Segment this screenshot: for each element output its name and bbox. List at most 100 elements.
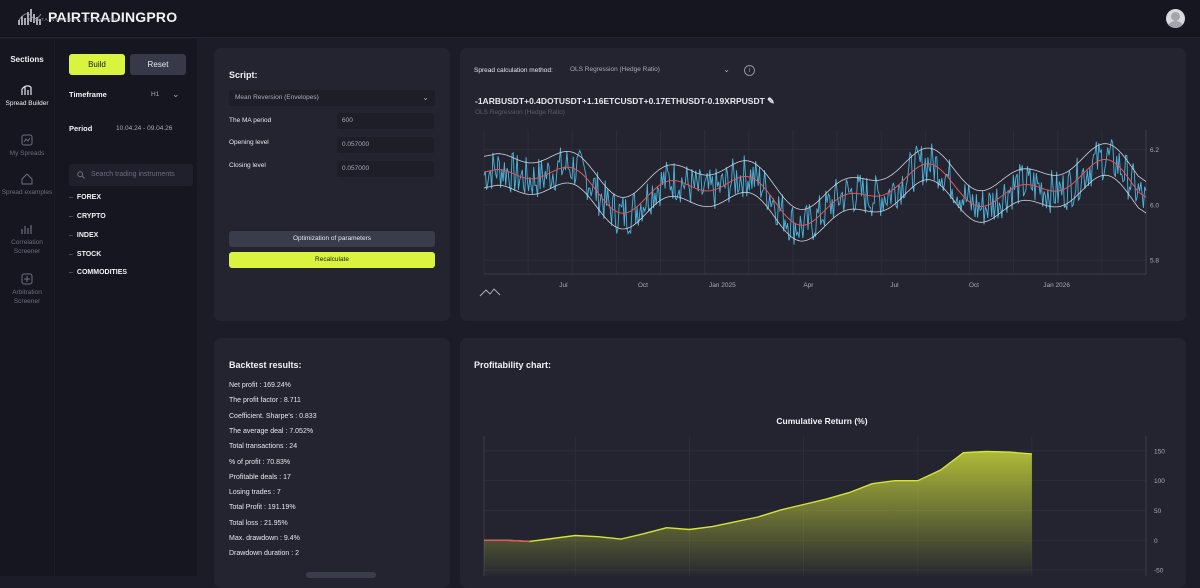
category-crypto[interactable]: – CRYPTO <box>69 213 106 220</box>
recalculate-button[interactable]: Recalculate <box>229 252 435 268</box>
backtest-row: Total Profit : 191.19% <box>229 504 296 512</box>
app-tagline: DELTA NEUTRAL STRATEGIES <box>29 17 123 22</box>
backtest-row: Drawdown duration : 2 <box>229 550 300 558</box>
logo-icon <box>18 9 42 25</box>
backtest-row: Max. drawdown : 9.4% <box>229 535 300 542</box>
closing-level-label: Closing level <box>229 162 266 169</box>
method-select[interactable]: OLS Regression (Hedge Ratio) ⌄ <box>564 62 736 78</box>
y-tick-label: 5.8 <box>1150 258 1159 265</box>
timeframe-label: Timeframe <box>69 90 107 99</box>
chevron-down-icon: ⌄ <box>723 65 730 74</box>
category-stock[interactable]: – STOCK <box>69 251 102 258</box>
y-tick-label: 6.2 <box>1150 147 1159 154</box>
y-tick-label: -50 <box>1154 568 1164 575</box>
chevron-down-icon[interactable]: ⌄ <box>172 89 180 99</box>
expand-icon: – <box>69 269 73 276</box>
x-tick-label: Jan 2025 <box>709 282 736 289</box>
backtest-row: Net profit : 169.24% <box>229 382 291 389</box>
category-index[interactable]: – INDEX <box>69 232 99 239</box>
upper-envelope-line <box>483 143 1147 210</box>
x-tick-label: Jul <box>559 282 568 289</box>
reset-button[interactable]: Reset <box>130 54 186 75</box>
ma-period-label: The MA period <box>229 117 272 124</box>
build-button[interactable]: Build <box>69 54 125 75</box>
y-tick-label: 150 <box>1154 448 1165 455</box>
method-label: Spread calculation method: <box>474 67 553 74</box>
profitability-panel: Profitability chart: Cumulative Return (… <box>460 338 1186 588</box>
expand-icon: – <box>69 251 73 258</box>
strategy-select[interactable]: Mean Reversion (Envelopes) ⌄ <box>229 90 435 106</box>
nav-item-correlation-screener[interactable]: Correlation Screener <box>0 223 54 256</box>
my-spreads-icon <box>21 134 33 146</box>
moving-average-line <box>483 158 1147 226</box>
backtest-row: The profit factor : 8.711 <box>229 397 301 405</box>
info-icon[interactable]: i <box>744 65 755 76</box>
correlation-icon <box>21 225 32 234</box>
nav-title: Sections <box>10 55 44 64</box>
ma-period-input[interactable]: 600 <box>337 113 434 129</box>
x-tick-label: Oct <box>969 282 979 289</box>
backtest-title: Backtest results: <box>229 360 302 370</box>
nav-label: Spread examples <box>1 189 53 196</box>
logo[interactable]: PAIRTRADINGPRO <box>18 8 177 26</box>
expand-icon: – <box>69 213 73 220</box>
backtest-row: Total loss : 21.95% <box>229 519 288 527</box>
backtest-row: Coefficient. Sharpe's : 0.833 <box>229 412 317 420</box>
x-tick-label: Apr <box>803 282 814 289</box>
period-value[interactable]: 10.04.24 - 09.04.26 <box>116 125 173 132</box>
spread-formula: -1ARBUSDT+0.4DOTUSDT+1.16ETCUSDT+0.17ETH… <box>475 96 775 106</box>
nav-item-spread-builder[interactable]: Spread Builder <box>0 84 54 108</box>
y-tick-label: 50 <box>1154 508 1162 515</box>
drawdown-segment-line <box>484 539 530 543</box>
cumulative-return-area <box>484 451 1032 576</box>
builder-sidebar: Build Reset Timeframe H1 ⌄ Period 10.04.… <box>55 39 197 576</box>
chart-title: Cumulative Return (%) <box>776 416 867 426</box>
backtest-row: % of profit : 70.83% <box>229 458 291 466</box>
timeframe-select[interactable]: H1 <box>151 91 160 98</box>
y-tick-label: 0 <box>1154 538 1158 545</box>
opening-level-input[interactable]: 0.057000 <box>337 137 434 153</box>
expand-icon: – <box>69 232 73 239</box>
spread-series-line <box>483 139 1147 245</box>
top-bar: PAIRTRADINGPRO DELTA NEUTRAL STRATEGIES <box>0 0 1200 38</box>
arbitration-icon <box>21 273 33 285</box>
nav-item-spread-examples[interactable]: Spread examples <box>0 173 54 197</box>
x-tick-label: Oct <box>638 282 648 289</box>
nav-label: My Spreads <box>9 150 45 157</box>
period-label: Period <box>69 124 93 133</box>
nav-label: Correlation Screener <box>11 239 43 255</box>
nav-item-my-spreads[interactable]: My Spreads <box>0 134 54 158</box>
x-tick-label: Jan 2026 <box>1043 282 1070 289</box>
backtest-panel: Backtest results: Net profit : 169.24% Th… <box>214 338 450 588</box>
category-commodities[interactable]: – COMMODITIES <box>69 269 128 276</box>
x-tick-label: Jul <box>890 282 899 289</box>
nav-label: Spread Builder <box>5 100 49 107</box>
backtest-row: The average deal : 7.052% <box>229 427 314 435</box>
lower-envelope-line <box>483 174 1147 242</box>
backtest-row: Profitable deals : 17 <box>229 473 291 481</box>
expand-icon: – <box>69 194 73 201</box>
category-forex[interactable]: – FOREX <box>69 194 102 201</box>
spread-chart[interactable]: 5.8 6.0 6.2 Jul Oct Jan 2025 Apr Jul Oct Jan 2026 <box>460 118 1186 318</box>
spread-panel: Spread calculation method: OLS Regressio… <box>460 48 1186 321</box>
spread-subtitle: OLS Regression (Hedge Ratio) <box>475 109 565 116</box>
opening-level-label: Opening level <box>229 139 269 146</box>
spread-examples-icon <box>21 173 33 185</box>
details-button[interactable] <box>306 572 376 578</box>
profitability-title: Profitability chart: <box>474 360 552 370</box>
watermark-icon <box>479 288 501 297</box>
search-input[interactable]: Search trading instruments <box>69 164 193 186</box>
edit-icon[interactable]: ✎ <box>767 96 775 106</box>
nav-item-arbitration-screener[interactable]: Arbitration Screener <box>0 273 54 306</box>
cumulative-return-chart[interactable]: Cumulative Return (%)510152025-500501001… <box>460 408 1186 578</box>
backtest-row: Losing trades : 7 <box>229 489 281 497</box>
script-panel: Script: Mean Reversion (Envelopes) ⌄ The… <box>214 48 450 321</box>
search-icon <box>77 171 85 179</box>
app-name: PAIRTRADINGPRO <box>48 9 178 25</box>
nav-label: Arbitration Screener <box>12 289 42 305</box>
spread-builder-icon <box>21 85 32 95</box>
closing-level-input[interactable]: 0.057000 <box>337 161 434 177</box>
script-title: Script: <box>229 70 258 80</box>
optimize-button[interactable]: Optimization of parameters <box>229 231 435 247</box>
avatar[interactable] <box>1166 9 1185 28</box>
